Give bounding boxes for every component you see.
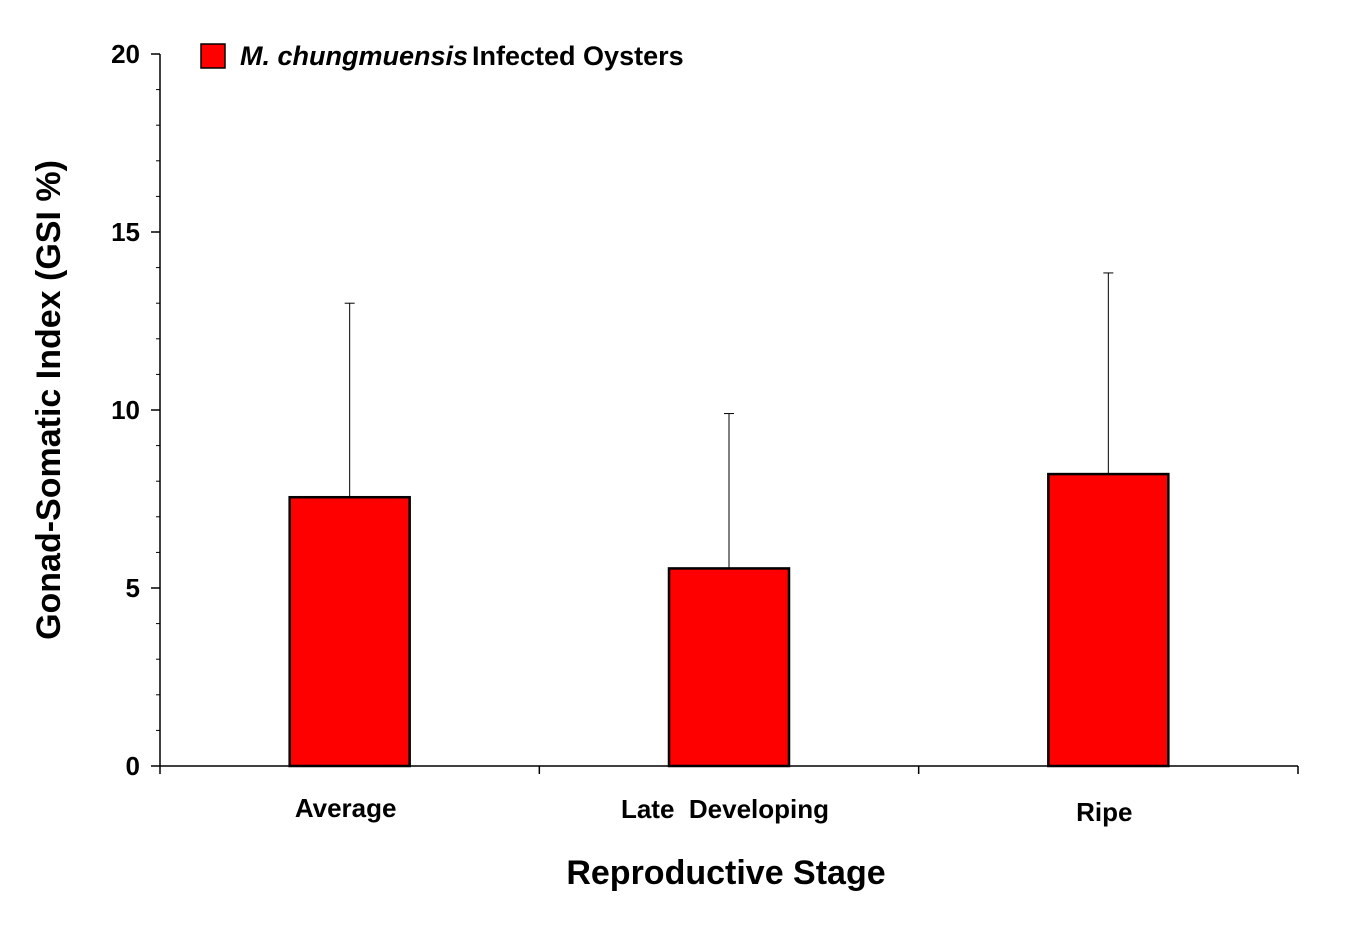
bar xyxy=(667,567,791,768)
legend-swatch xyxy=(200,43,226,69)
legend-label: M. chungmuensis Infected Oysters xyxy=(240,41,684,71)
legend: M. chungmuensis Infected Oysters xyxy=(200,41,684,71)
legend-italic-text: M. chungmuensis xyxy=(240,41,468,71)
y-major-ticks: 0 5 10 15 20 xyxy=(111,39,160,781)
y-axis-title: Gonad-Somatic Index (GSI %) xyxy=(30,160,68,640)
legend-rest-text: Infected Oysters xyxy=(472,41,684,71)
bars xyxy=(288,472,1170,768)
y-tick-label: 15 xyxy=(111,217,140,247)
x-axis-title: Reproductive Stage xyxy=(566,854,885,892)
y-tick-label: 5 xyxy=(126,573,140,603)
bar xyxy=(1047,472,1170,768)
y-tick-label: 20 xyxy=(111,39,140,69)
y-tick-label: 10 xyxy=(111,395,140,425)
category-label: Ripe xyxy=(1076,797,1132,827)
category-label: Late Developing xyxy=(621,794,829,824)
category-label: Average xyxy=(295,793,397,823)
category-labels: Average Late Developing Ripe xyxy=(295,793,1133,827)
x-ticks xyxy=(159,766,1299,774)
bar xyxy=(288,495,411,768)
y-tick-label: 0 xyxy=(126,751,140,781)
error-bars xyxy=(344,272,1114,569)
